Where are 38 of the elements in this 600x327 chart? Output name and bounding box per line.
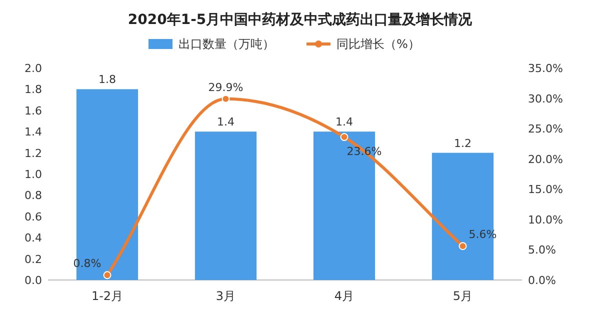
x-tick-label: 3月 xyxy=(216,289,236,303)
data-label: 1.4 xyxy=(217,116,234,129)
y2-tick-label: 0.0% xyxy=(528,274,556,287)
data-label: 29.9% xyxy=(208,80,244,94)
y2-tick-label: 25.0% xyxy=(528,122,563,136)
y-tick-label: 1.4 xyxy=(24,126,42,139)
bar xyxy=(194,132,257,280)
bar xyxy=(76,89,138,280)
y2-tick-label: 30.0% xyxy=(528,92,563,106)
x-tick-label: 5月 xyxy=(452,289,473,303)
bar xyxy=(432,152,494,280)
y-tick-label: 0.4 xyxy=(24,232,42,245)
y-tick-label: 0.6 xyxy=(24,210,42,224)
y2-tick-label: 5.0% xyxy=(528,244,556,257)
y2-tick-label: 15.0% xyxy=(528,183,563,196)
x-tick-label: 1-2月 xyxy=(91,289,124,303)
y2-tick-label: 10.0% xyxy=(528,213,563,226)
y2-tick-label: 35.0% xyxy=(528,62,563,75)
point xyxy=(103,271,112,280)
y-tick-label: 0.0 xyxy=(24,274,42,287)
y-tick-label: 1.6 xyxy=(24,104,42,118)
point xyxy=(458,242,467,250)
x-tick-label: 4月 xyxy=(334,289,354,303)
point xyxy=(340,133,348,142)
y-tick-label: 1.2 xyxy=(24,146,42,160)
y-tick-label: 0.2 xyxy=(24,252,42,266)
legend-label: 出口数量（万吨） xyxy=(178,37,274,51)
y-tick-label: 1.8 xyxy=(24,83,42,96)
data-label: 1.2 xyxy=(454,136,472,150)
y2-tick-label: 20.0% xyxy=(528,152,563,166)
y-tick-label: 0.8 xyxy=(24,189,42,202)
y-tick-label: 1.0 xyxy=(24,168,42,181)
data-label: 1.8 xyxy=(98,73,116,86)
y-tick-label: 2.0 xyxy=(24,62,42,75)
data-label: 1.4 xyxy=(336,116,353,129)
chart-title: 2020年1-5月中国中药材及中式成药出口量及增长情况 xyxy=(128,12,474,28)
legend-label: 同比增长（%） xyxy=(336,37,420,51)
point xyxy=(222,94,230,103)
